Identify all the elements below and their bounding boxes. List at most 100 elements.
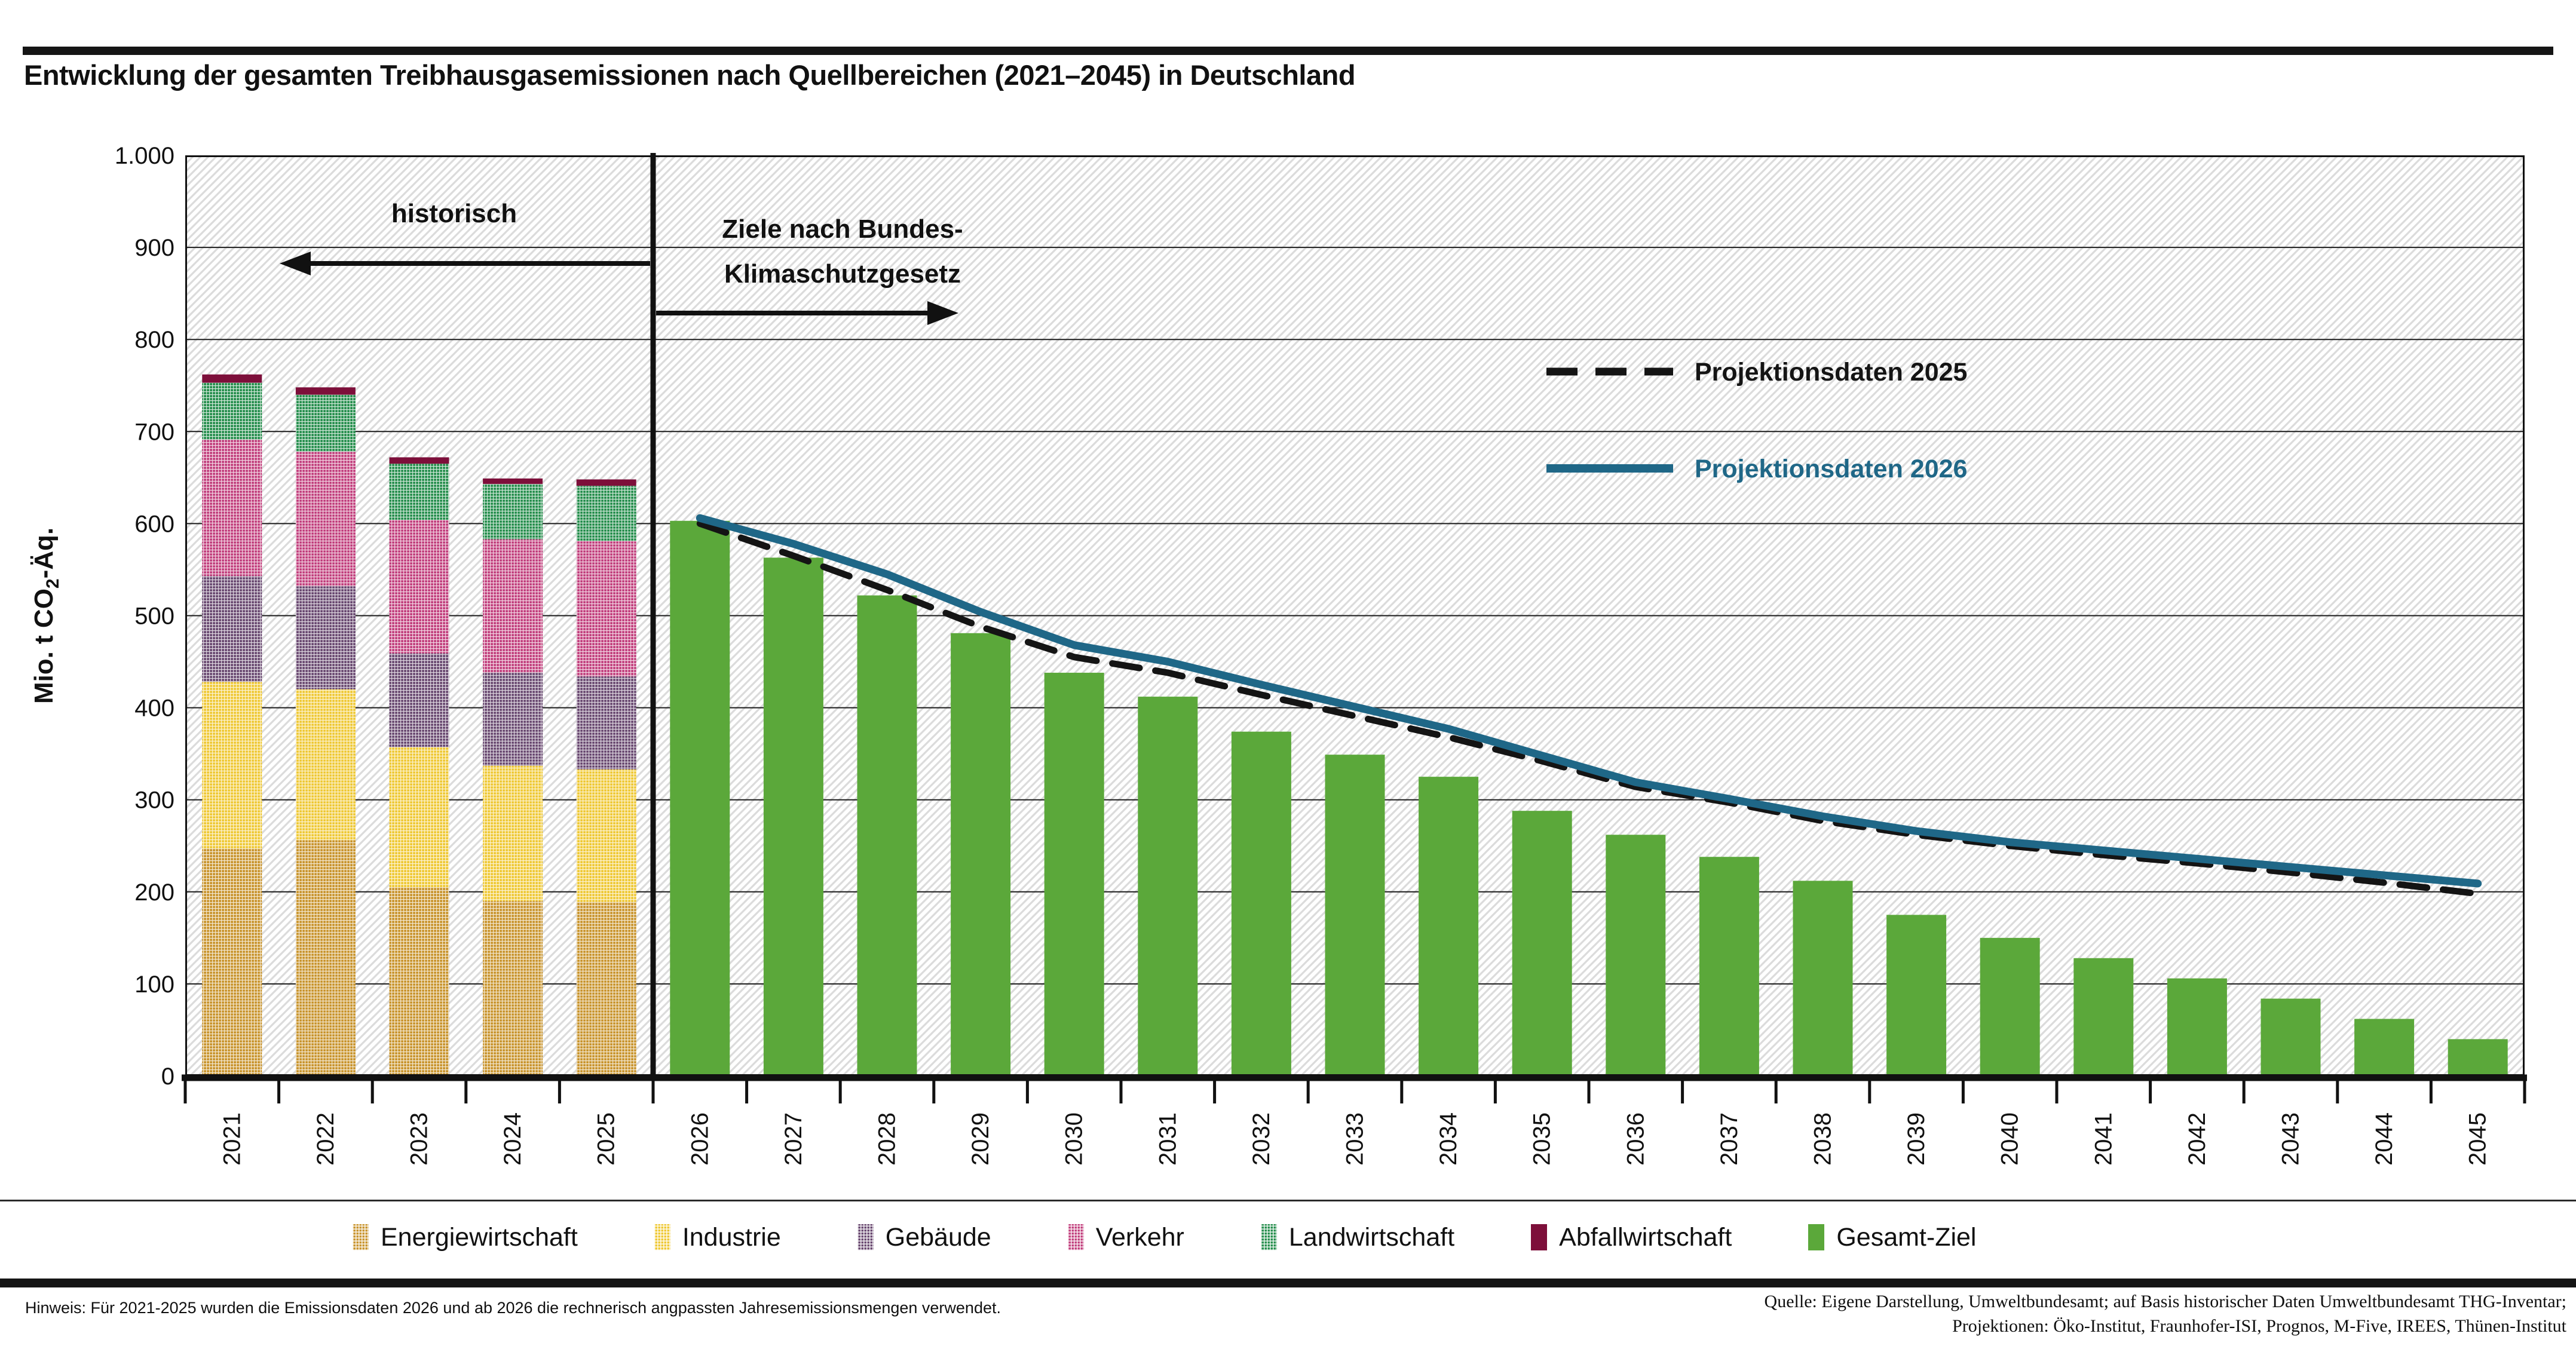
x-axis-labels: 2021 2022 2023 2024 2025 2026 2027 2028 2029 2030… bbox=[219, 1112, 2491, 1166]
bar-segment-2021-landwirtschaft bbox=[202, 382, 262, 440]
arrow-right-head-icon bbox=[927, 301, 958, 325]
legend-label: Gesamt-Ziel bbox=[1836, 1222, 1977, 1252]
bar-segment-2023-verkehr bbox=[389, 520, 449, 654]
annotation-ziele-line2: Klimaschutzgesetz bbox=[724, 259, 961, 289]
bar-segment-2021-verkehr bbox=[202, 440, 262, 577]
top-rule bbox=[23, 47, 2553, 55]
legend-item-gebäude: Gebäude bbox=[857, 1223, 991, 1252]
annotation-ziele-line1: Ziele nach Bundes- bbox=[722, 214, 963, 244]
target-bar-2028 bbox=[857, 595, 917, 1076]
target-bar-2032 bbox=[1231, 731, 1291, 1076]
target-bar-2036 bbox=[1606, 835, 1666, 1076]
x-tick-label-2032: 2032 bbox=[1248, 1112, 1275, 1166]
legend-item-abfallwirtschaft: Abfallwirtschaft bbox=[1531, 1223, 1732, 1252]
bar-segment-2022-verkehr bbox=[295, 452, 356, 587]
target-bar-2026 bbox=[670, 520, 730, 1076]
legend-item-energiewirtschaft: Energiewirtschaft bbox=[353, 1223, 578, 1252]
line-legend-label-2026: Projektionsdaten 2026 bbox=[1695, 455, 1967, 483]
x-tick-label-2038: 2038 bbox=[1810, 1112, 1836, 1166]
y-tick-label-1000: 1.000 bbox=[115, 143, 174, 169]
source-note: Quelle: Eigene Darstellung, Umweltbundes… bbox=[1765, 1289, 2566, 1338]
legend-swatch-icon bbox=[1067, 1224, 1084, 1250]
target-bar-2044 bbox=[2354, 1019, 2415, 1076]
bar-segment-2021-energiewirtschaft bbox=[202, 848, 262, 1076]
projection-line-2025 bbox=[696, 520, 2482, 897]
bar-segment-2023-energiewirtschaft bbox=[389, 887, 449, 1076]
y-tick-label-400: 400 bbox=[134, 695, 174, 722]
x-tick-label-2033: 2033 bbox=[1342, 1112, 1368, 1166]
legend-item-landwirtschaft: Landwirtschaft bbox=[1260, 1222, 1455, 1252]
bar-segment-2023-abfallwirtschaft bbox=[389, 457, 449, 464]
stacked-bars-historical bbox=[202, 374, 636, 1076]
target-bar-2040 bbox=[1980, 937, 2040, 1076]
legend-swatch-icon bbox=[1808, 1224, 1825, 1250]
legend-separator-line bbox=[0, 1200, 2576, 1201]
legend-label: Landwirtschaft bbox=[1288, 1222, 1455, 1252]
sector-legend: Energiewirtschaft Industrie Gebäude Verkehr… bbox=[353, 1218, 1976, 1257]
legend-label: Industrie bbox=[682, 1222, 781, 1252]
line-legend-label-2025: Projektionsdaten 2025 bbox=[1695, 358, 1967, 387]
target-bar-2027 bbox=[763, 557, 823, 1076]
bar-segment-2024-verkehr bbox=[483, 539, 543, 673]
y-axis-title: Mio. t CO2-Äq. bbox=[29, 528, 63, 704]
x-tick-label-2042: 2042 bbox=[2184, 1112, 2210, 1166]
legend-swatch-icon bbox=[1260, 1224, 1277, 1250]
bar-segment-2022-industrie bbox=[295, 689, 356, 841]
target-bar-2038 bbox=[1793, 881, 1853, 1076]
legend-item-gesamt-ziel: Gesamt-Ziel bbox=[1808, 1223, 1976, 1252]
bar-segment-2022-gebäude bbox=[295, 586, 356, 689]
x-tick-label-2021: 2021 bbox=[219, 1112, 245, 1166]
bar-segment-2025-abfallwirtschaft bbox=[576, 479, 636, 486]
y-tick-label-500: 500 bbox=[134, 603, 174, 630]
bar-segment-2023-industrie bbox=[389, 747, 449, 888]
bar-segment-2022-landwirtschaft bbox=[295, 394, 356, 452]
source-line-2: Projektionen: Öko-Institut, Fraunhofer-I… bbox=[1952, 1316, 2566, 1336]
x-tick-label-2026: 2026 bbox=[687, 1112, 713, 1166]
bar-segment-2024-abfallwirtschaft bbox=[483, 478, 543, 485]
legend-swatch-icon bbox=[857, 1224, 874, 1250]
target-bar-2041 bbox=[2073, 958, 2134, 1076]
y-tick-label-700: 700 bbox=[134, 419, 174, 445]
bar-segment-2023-gebäude bbox=[389, 653, 449, 747]
bar-segment-2024-industrie bbox=[483, 765, 543, 902]
y-tick-label-800: 800 bbox=[134, 327, 174, 353]
arrow-left-head-icon bbox=[280, 252, 311, 275]
bar-segment-2022-abfallwirtschaft bbox=[295, 387, 356, 395]
target-bars bbox=[670, 520, 2508, 1076]
x-tick-label-2044: 2044 bbox=[2371, 1112, 2397, 1166]
x-tick-label-2034: 2034 bbox=[1435, 1112, 1462, 1166]
x-tick-label-2024: 2024 bbox=[500, 1112, 526, 1166]
y-tick-label-100: 100 bbox=[134, 971, 174, 998]
bar-segment-2024-landwirtschaft bbox=[483, 484, 543, 539]
x-tick-label-2043: 2043 bbox=[2278, 1112, 2304, 1166]
bar-segment-2024-gebäude bbox=[483, 673, 543, 766]
x-tick-label-2041: 2041 bbox=[2090, 1112, 2116, 1166]
x-tick-label-2039: 2039 bbox=[1903, 1112, 1929, 1166]
x-tick-label-2029: 2029 bbox=[967, 1112, 994, 1166]
legend-swatch-icon bbox=[353, 1224, 369, 1250]
bar-segment-2025-industrie bbox=[576, 769, 636, 902]
target-bar-2031 bbox=[1138, 697, 1198, 1076]
page-title: Entwicklung der gesamten Treibhausgasemi… bbox=[24, 59, 1356, 91]
legend-swatch-icon bbox=[1531, 1224, 1548, 1250]
target-bar-2035 bbox=[1512, 811, 1572, 1076]
annotation-historisch: historisch bbox=[391, 199, 517, 228]
bar-segment-2021-gebäude bbox=[202, 576, 262, 682]
line-legend: Projektionsdaten 2025 Projektionsdaten 20… bbox=[1546, 358, 1967, 483]
x-tick-label-2035: 2035 bbox=[1529, 1112, 1555, 1166]
footnote: Hinweis: Für 2021-2025 wurden die Emissi… bbox=[25, 1299, 1001, 1317]
x-tick-label-2045: 2045 bbox=[2465, 1112, 2491, 1166]
x-tick-label-2023: 2023 bbox=[406, 1112, 433, 1166]
target-bar-2039 bbox=[1886, 915, 1947, 1076]
bar-segment-2021-abfallwirtschaft bbox=[202, 374, 262, 383]
bar-segment-2025-energiewirtschaft bbox=[576, 902, 636, 1076]
target-bar-2042 bbox=[2167, 978, 2227, 1076]
x-tick-label-2025: 2025 bbox=[593, 1112, 620, 1166]
target-bar-2033 bbox=[1325, 755, 1385, 1076]
x-tick-label-2027: 2027 bbox=[780, 1112, 807, 1166]
bar-segment-2024-energiewirtschaft bbox=[483, 901, 543, 1076]
y-tick-label-300: 300 bbox=[134, 787, 174, 814]
target-bar-2043 bbox=[2260, 998, 2321, 1076]
